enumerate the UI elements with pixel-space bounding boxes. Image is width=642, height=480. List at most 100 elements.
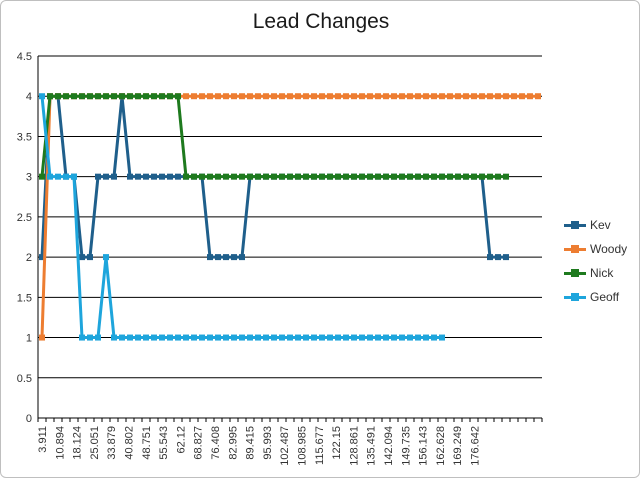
legend-item-woody: Woody [560, 240, 638, 264]
data-point-geoff [167, 334, 173, 341]
legend-item-kev: Kev [560, 216, 638, 240]
data-point-kev [239, 254, 245, 261]
data-point-nick [303, 173, 309, 180]
data-point-geoff [287, 334, 293, 341]
legend-label: Kev [590, 218, 611, 232]
data-point-geoff [199, 334, 205, 341]
data-point-geoff [231, 334, 237, 341]
x-tick-label: 40.802 [124, 426, 136, 460]
data-point-kev [79, 254, 85, 261]
data-point-nick [95, 93, 101, 100]
data-point-woody [239, 93, 245, 100]
data-point-geoff [183, 334, 189, 341]
data-point-nick [119, 93, 125, 100]
data-point-geoff [439, 334, 445, 341]
data-point-woody [223, 93, 229, 100]
y-tick-label: 0 [26, 413, 32, 425]
data-point-woody [207, 93, 213, 100]
data-point-nick [455, 173, 461, 180]
data-point-geoff [135, 334, 141, 341]
data-point-woody [431, 93, 437, 100]
data-point-nick [151, 93, 157, 100]
data-point-kev [87, 254, 93, 261]
data-point-geoff [327, 334, 333, 341]
data-point-nick [191, 173, 197, 180]
data-point-woody [407, 93, 413, 100]
data-point-nick [79, 93, 85, 100]
x-tick-label: 142.094 [383, 426, 395, 466]
data-point-nick [71, 93, 77, 100]
data-point-nick [463, 173, 469, 180]
legend-label: Geoff [590, 290, 620, 304]
x-tick-label: 62.12 [175, 426, 187, 454]
data-point-geoff [111, 334, 117, 341]
data-point-nick [495, 173, 501, 180]
data-point-geoff [367, 334, 373, 341]
data-point-kev [127, 173, 133, 180]
data-point-nick [215, 173, 221, 180]
data-point-geoff [399, 334, 405, 341]
data-point-woody [455, 93, 461, 100]
legend-label: Nick [590, 266, 614, 280]
data-point-geoff [175, 334, 181, 341]
data-point-nick [223, 173, 229, 180]
data-point-geoff [343, 334, 349, 341]
data-point-woody [271, 93, 277, 100]
data-point-woody [479, 93, 485, 100]
legend-item-geoff: Geoff [560, 288, 638, 312]
data-point-geoff [319, 334, 325, 341]
data-point-woody [535, 93, 541, 100]
x-tick-label: 115.677 [314, 426, 326, 465]
data-point-woody [183, 93, 189, 100]
data-point-nick [63, 93, 69, 100]
data-point-nick [199, 173, 205, 180]
data-point-woody [383, 93, 389, 100]
data-point-nick [135, 93, 141, 100]
y-tick-label: 2.5 [17, 212, 32, 224]
y-tick-label: 1.5 [17, 292, 32, 304]
data-point-kev [39, 254, 45, 261]
data-point-geoff [95, 334, 101, 341]
data-point-geoff [55, 173, 61, 180]
x-tick-label: 128.861 [348, 426, 360, 466]
data-point-geoff [247, 334, 253, 341]
data-point-nick [143, 93, 149, 100]
data-point-woody [415, 93, 421, 100]
data-point-geoff [239, 334, 245, 341]
data-point-woody [351, 93, 357, 100]
chart-title: Lead Changes [252, 10, 390, 33]
data-point-nick [111, 93, 117, 100]
x-tick-label: 48.751 [141, 426, 153, 460]
data-point-woody [311, 93, 317, 100]
data-point-nick [207, 173, 213, 180]
y-tick-label: 1 [26, 333, 32, 345]
data-point-geoff [127, 334, 133, 341]
data-point-nick [479, 173, 485, 180]
x-tick-label: 55.543 [158, 426, 170, 460]
data-point-nick [359, 173, 365, 180]
legend-item-nick: Nick [560, 264, 638, 288]
x-tick-label: 122.15 [331, 426, 343, 460]
data-point-geoff [263, 334, 269, 341]
x-tick-label: 95.993 [262, 426, 274, 460]
data-point-nick [279, 173, 285, 180]
data-point-nick [311, 173, 317, 180]
data-point-nick [167, 93, 173, 100]
data-point-woody [375, 93, 381, 100]
legend-swatch-marker [571, 221, 579, 229]
data-point-geoff [47, 173, 53, 180]
data-point-nick [319, 173, 325, 180]
data-point-nick [239, 173, 245, 180]
data-point-geoff [63, 173, 69, 180]
x-tick-label: 162.628 [435, 426, 447, 466]
data-point-kev [143, 173, 149, 180]
data-point-geoff [423, 334, 429, 341]
data-point-nick [263, 173, 269, 180]
data-point-nick [487, 173, 493, 180]
data-point-woody [39, 334, 45, 341]
data-point-geoff [407, 334, 413, 341]
data-point-geoff [159, 334, 165, 341]
data-point-woody [511, 93, 517, 100]
